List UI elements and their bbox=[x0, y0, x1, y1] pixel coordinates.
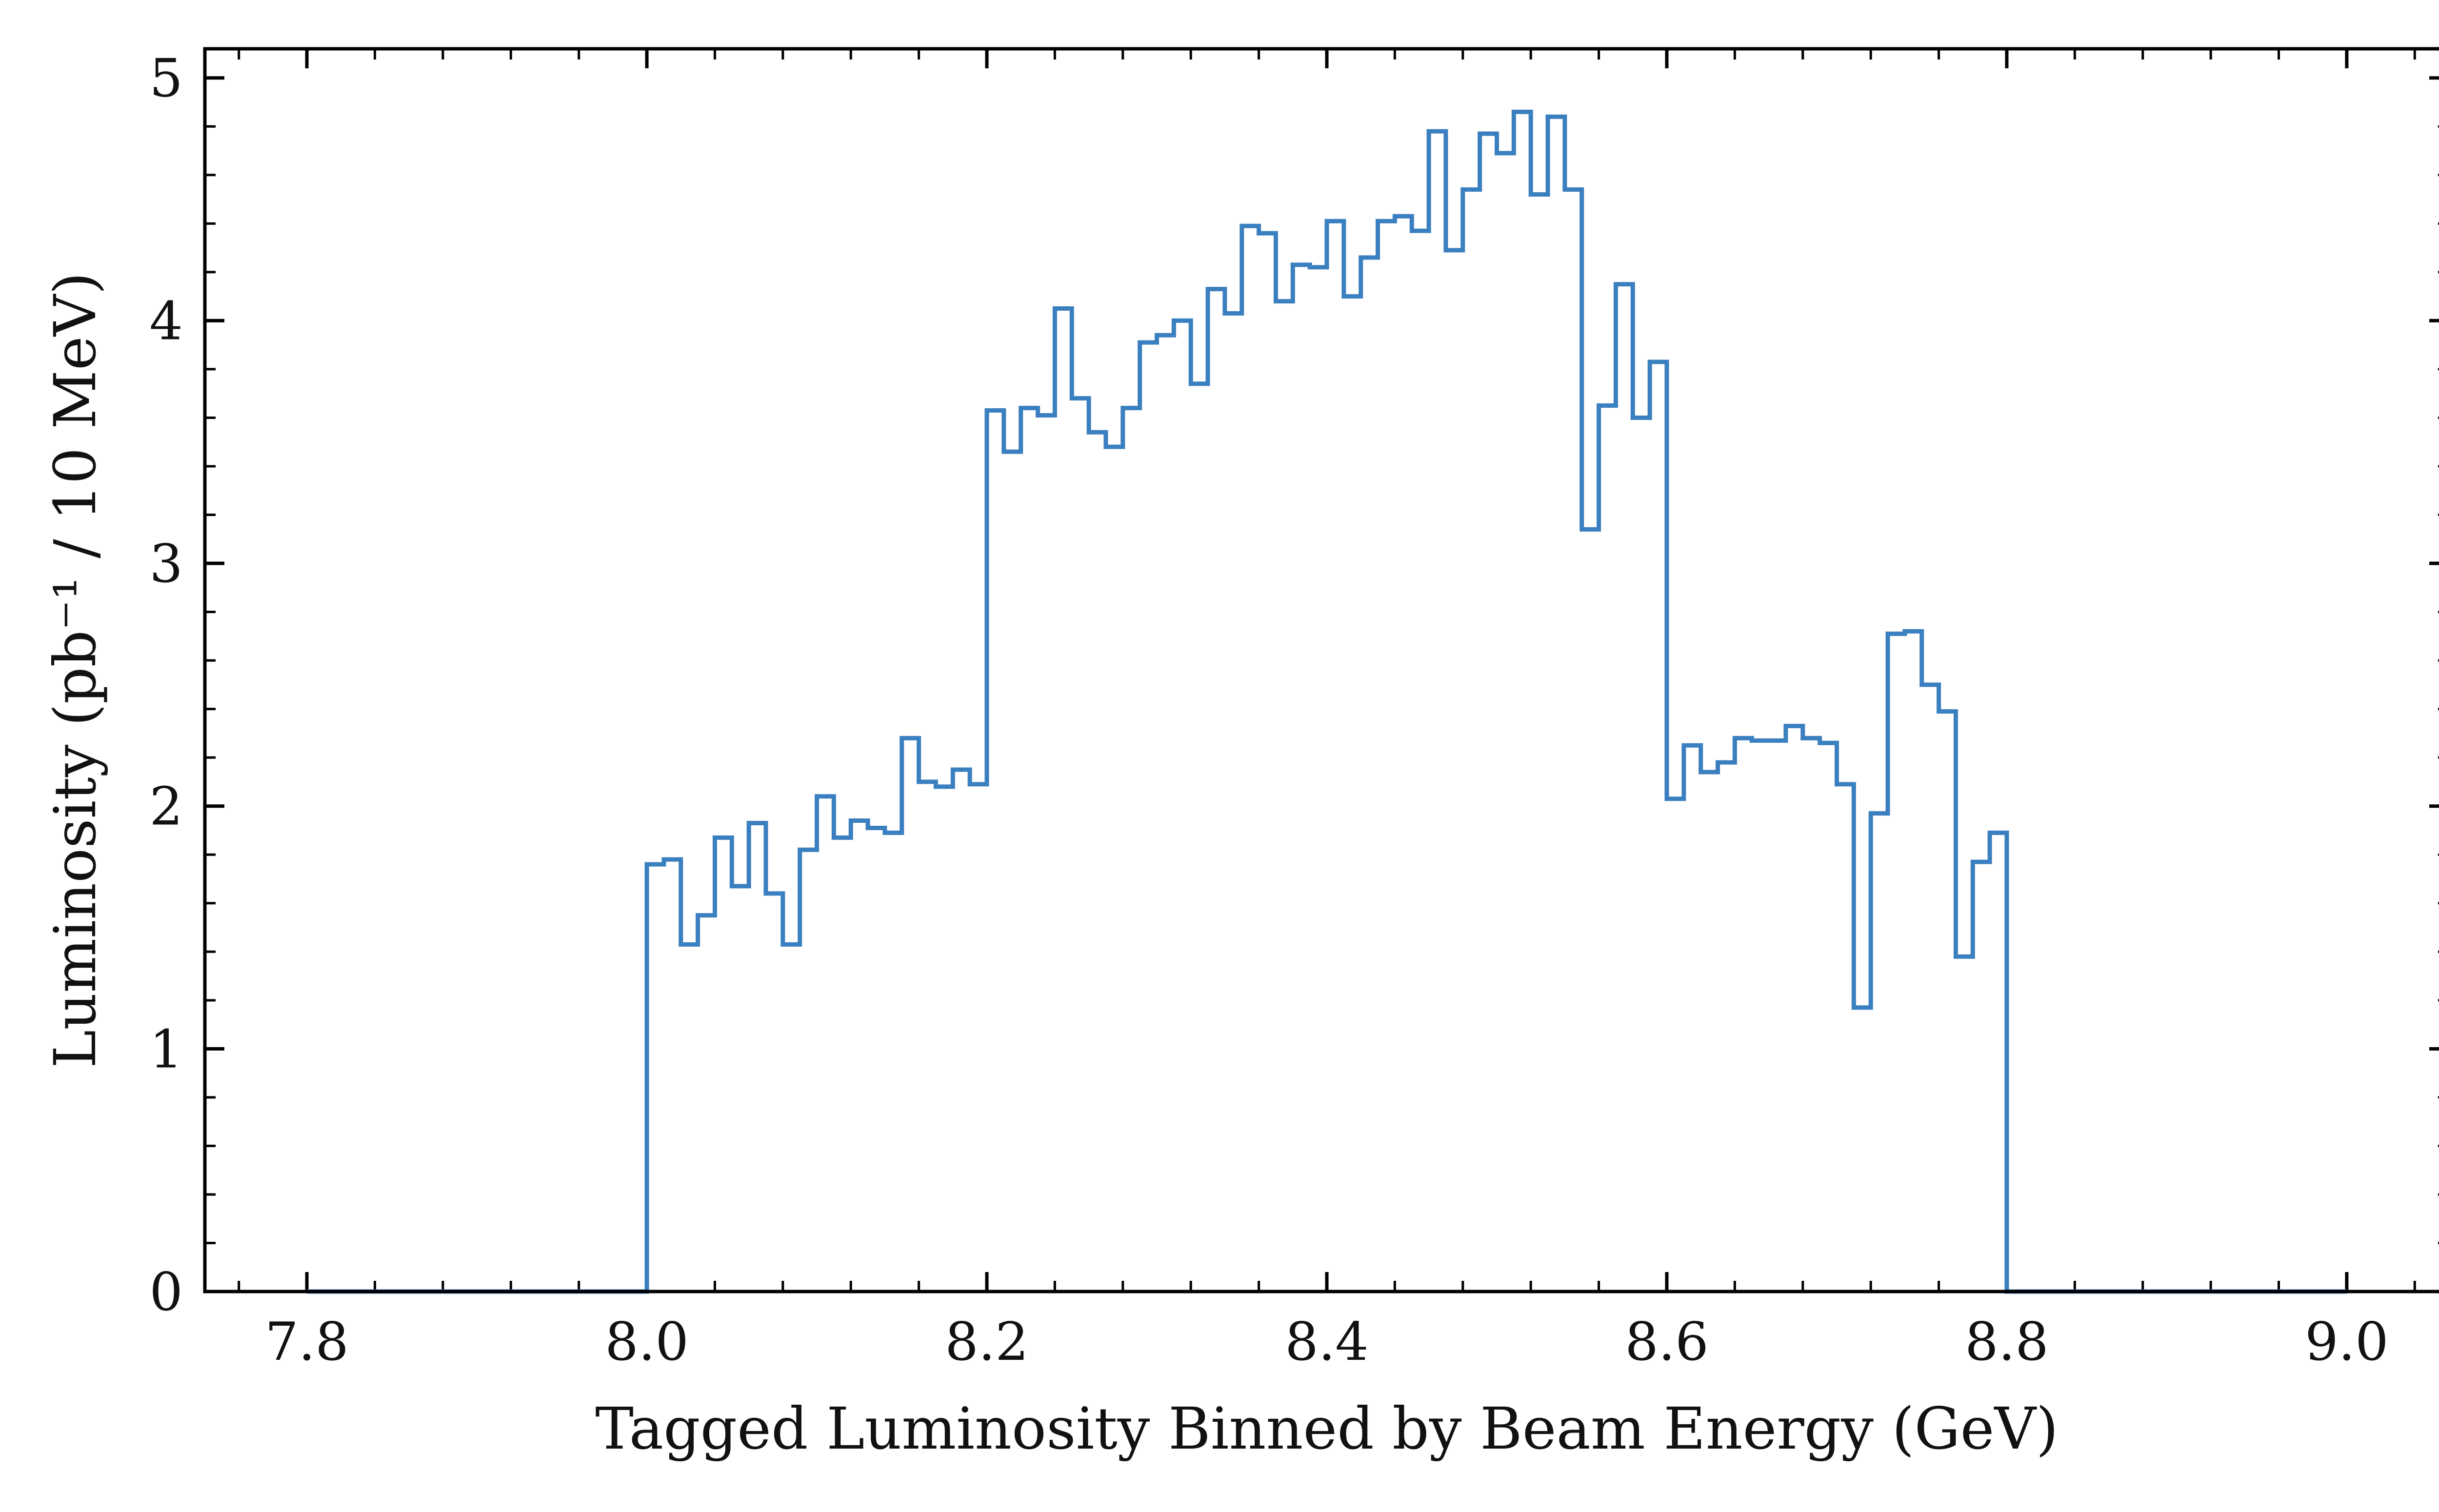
plot-frame bbox=[203, 47, 2439, 1293]
y-tick-label: 0 bbox=[149, 1262, 183, 1323]
y-axis-ticks bbox=[205, 76, 2439, 1293]
y-tick-label: 3 bbox=[149, 534, 183, 595]
y-tick-label: 2 bbox=[149, 776, 183, 837]
x-tick-label: 8.2 bbox=[945, 1312, 1029, 1373]
x-tick-label: 9.0 bbox=[2305, 1312, 2389, 1373]
y-axis-tick-labels: 0 1 2 3 4 5 bbox=[149, 48, 183, 1323]
y-tick-label: 4 bbox=[149, 291, 183, 352]
x-axis-label: Tagged Luminosity Binned by Beam Energy … bbox=[595, 1395, 2059, 1462]
y-axis-label: Luminosity (pb⁻¹ / 10 MeV) bbox=[41, 272, 109, 1068]
x-axis-tick-labels: 7.8 8.0 8.2 8.4 8.6 8.8 9.0 bbox=[265, 1312, 2389, 1373]
x-tick-label: 8.6 bbox=[1625, 1312, 1709, 1373]
x-tick-label: 7.8 bbox=[265, 1312, 349, 1373]
plot-area bbox=[205, 49, 2439, 1292]
luminosity-series-line bbox=[307, 109, 2347, 1294]
y-tick-label: 1 bbox=[149, 1019, 183, 1080]
x-tick-label: 8.4 bbox=[1285, 1312, 1369, 1373]
x-tick-label: 8.0 bbox=[605, 1312, 689, 1373]
x-tick-label: 8.8 bbox=[1965, 1312, 2049, 1373]
y-tick-label: 5 bbox=[149, 48, 183, 109]
